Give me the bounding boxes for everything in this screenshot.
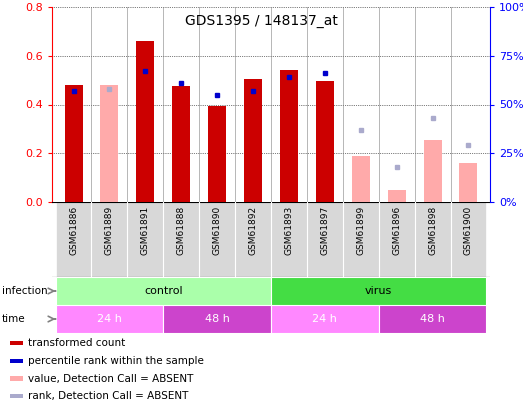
Bar [208,106,226,202]
Bar [271,277,486,305]
Bar [280,70,298,202]
Text: GSM61890: GSM61890 [213,206,222,255]
Text: virus: virus [365,286,392,296]
Text: GSM61892: GSM61892 [248,206,257,255]
Text: percentile rank within the sample: percentile rank within the sample [28,356,203,366]
Bar [163,202,199,277]
Bar [100,85,118,202]
Text: control: control [144,286,183,296]
Bar [316,81,334,202]
Bar [55,305,163,333]
Text: infection: infection [2,286,48,296]
Bar [55,202,92,277]
Bar [199,202,235,277]
Bar [343,202,379,277]
Bar [388,190,406,202]
Bar [244,79,262,202]
Bar [10,394,22,398]
Text: GSM61886: GSM61886 [69,206,78,255]
Bar [271,202,307,277]
Text: value, Detection Call = ABSENT: value, Detection Call = ABSENT [28,373,193,384]
Text: 24 h: 24 h [97,314,122,324]
Text: GSM61900: GSM61900 [464,206,473,255]
Text: GSM61893: GSM61893 [285,206,293,255]
Bar [235,202,271,277]
Text: GSM61896: GSM61896 [392,206,401,255]
Text: 48 h: 48 h [420,314,445,324]
Bar [460,163,477,202]
Text: GSM61898: GSM61898 [428,206,437,255]
Text: 48 h: 48 h [204,314,230,324]
Bar [450,202,486,277]
Bar [424,140,441,202]
Bar [137,41,154,202]
Bar [64,85,83,202]
Text: rank, Detection Call = ABSENT: rank, Detection Call = ABSENT [28,391,188,401]
Bar [271,305,379,333]
Bar [379,202,415,277]
Bar [10,341,22,345]
Text: GSM61888: GSM61888 [177,206,186,255]
Bar [415,202,450,277]
Bar [92,202,128,277]
Bar [10,359,22,363]
Bar [352,156,370,202]
Bar [128,202,163,277]
Text: GDS1395 / 148137_at: GDS1395 / 148137_at [185,14,338,28]
Text: time: time [2,314,26,324]
Bar [379,305,486,333]
Text: 24 h: 24 h [312,314,337,324]
Text: GSM61889: GSM61889 [105,206,114,255]
Text: GSM61897: GSM61897 [321,206,329,255]
Bar [172,86,190,202]
Text: GSM61891: GSM61891 [141,206,150,255]
Bar [307,202,343,277]
Bar [10,377,22,381]
Text: GSM61899: GSM61899 [356,206,365,255]
Bar [55,277,271,305]
Text: transformed count: transformed count [28,338,125,348]
Bar [163,305,271,333]
